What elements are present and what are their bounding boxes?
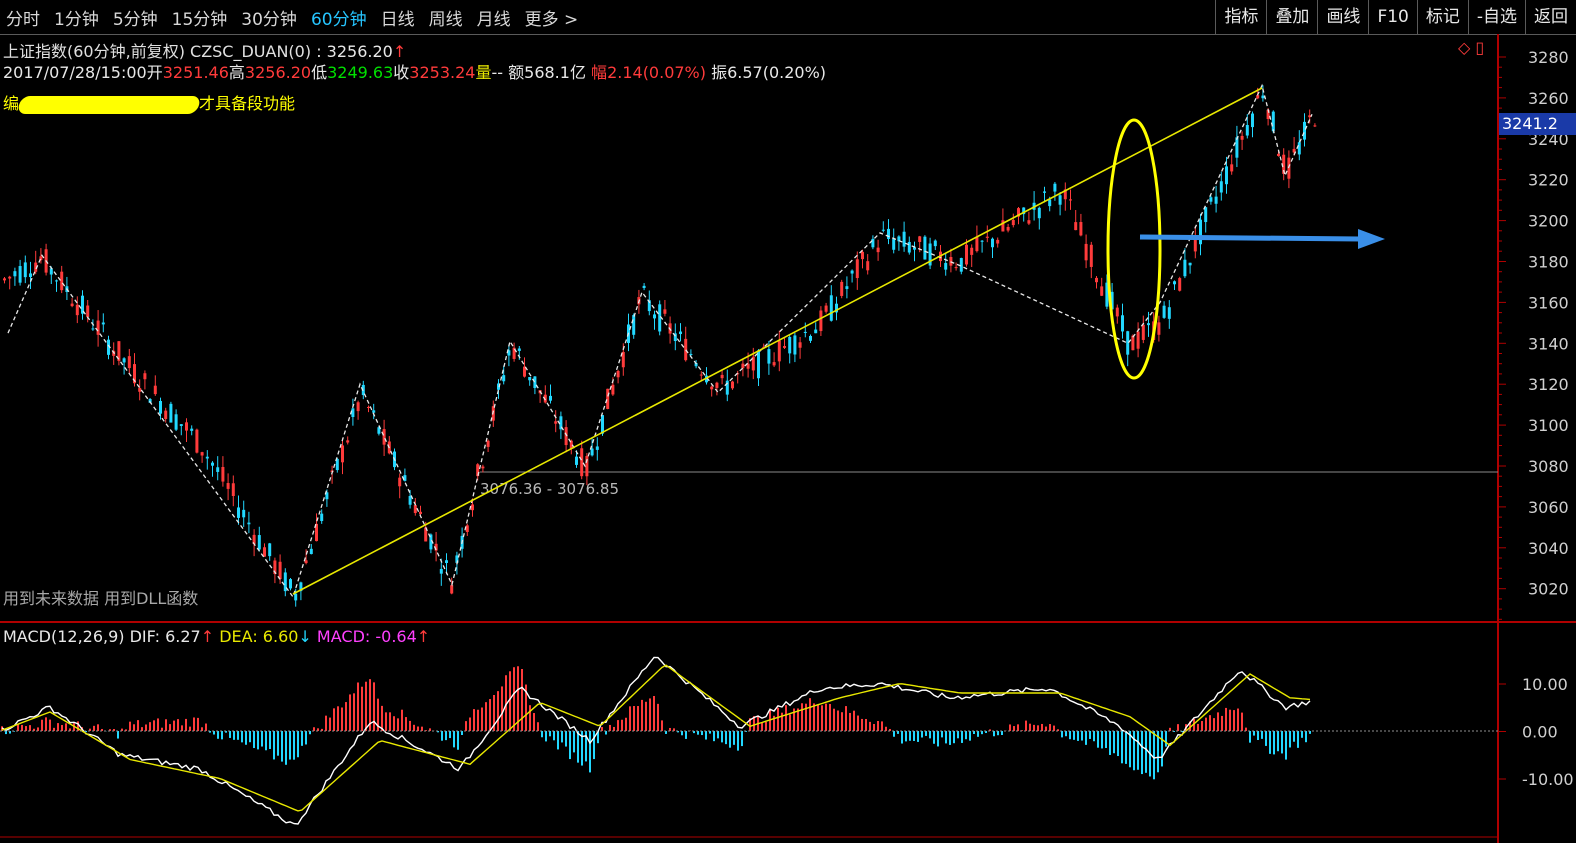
chart-title-line: 上证指数(60分钟,前复权) CZSC_DUAN(0) : 3256.20↑ bbox=[3, 38, 406, 62]
dif-value: 6.27 bbox=[165, 627, 201, 646]
range-label: 3076.36 - 3076.85 bbox=[480, 480, 619, 498]
tool-button-3[interactable]: F10 bbox=[1368, 0, 1416, 34]
amplitude-value: 6.57(0.20%) bbox=[727, 63, 827, 82]
close-value: 3253.24 bbox=[409, 63, 476, 82]
chart-tools: 指标 叠加 画线 F10 标记 -自选 返回 bbox=[1215, 0, 1576, 34]
period-tabs: 分时 1分钟 5分钟 15分钟 30分钟 60分钟 日线 周线 月线 更多 > bbox=[0, 0, 586, 34]
tab-9[interactable]: 更多 > bbox=[524, 9, 579, 30]
macd-tick: 10.00 bbox=[1522, 675, 1568, 694]
price-tick: 3200 bbox=[1528, 212, 1569, 231]
dea-line bbox=[1, 664, 1311, 812]
price-tick: 3100 bbox=[1528, 416, 1569, 435]
price-tick: 3280 bbox=[1528, 48, 1569, 67]
tab-2[interactable]: 5分钟 bbox=[112, 9, 158, 30]
macd-value: -0.64 bbox=[375, 627, 417, 646]
arrow-shaft bbox=[1139, 234, 1361, 242]
tab-4[interactable]: 30分钟 bbox=[241, 9, 297, 30]
indicator-footnote: 用到未来数据 用到DLL函数 bbox=[3, 589, 199, 608]
tool-button-0[interactable]: 指标 bbox=[1215, 0, 1266, 34]
price-tick: 3220 bbox=[1528, 171, 1569, 190]
price-tick: 3120 bbox=[1528, 375, 1569, 394]
tab-1[interactable]: 1分钟 bbox=[54, 9, 99, 30]
change-value: 2.14(0.07%) bbox=[607, 63, 706, 82]
price-tick: 3080 bbox=[1528, 457, 1569, 476]
tab-5[interactable]: 60分钟 bbox=[310, 9, 367, 30]
tab-8[interactable]: 月线 bbox=[476, 9, 511, 30]
price-tick: 3040 bbox=[1528, 539, 1569, 558]
volume-value: -- bbox=[491, 63, 504, 82]
low-value: 3249.63 bbox=[327, 63, 394, 82]
dea-value: 6.60 bbox=[262, 627, 299, 646]
bar-date: 2017/07/28/15:00 bbox=[3, 63, 147, 82]
chart-options-icons[interactable]: ◇ ▯ bbox=[1458, 38, 1485, 57]
tool-button-5[interactable]: -自选 bbox=[1467, 0, 1525, 34]
tool-button-2[interactable]: 画线 bbox=[1317, 0, 1368, 34]
chart-title: 上证指数(60分钟,前复权) CZSC_DUAN(0) bbox=[3, 42, 312, 61]
dif-line bbox=[1, 656, 1311, 825]
ohlc-line: 2017/07/28/15:00开3251.46高3256.20低3249.63… bbox=[3, 63, 827, 82]
tab-6[interactable]: 日线 bbox=[380, 9, 415, 30]
trend-line[interactable] bbox=[292, 87, 1263, 595]
arrow-right-icon bbox=[1358, 229, 1385, 249]
price-tick: 3060 bbox=[1528, 498, 1569, 517]
period-toolbar: 分时 1分钟 5分钟 15分钟 30分钟 60分钟 日线 周线 月线 更多 > 指标 叠加 画线 F10… bbox=[0, 0, 1576, 35]
price-tick: 3020 bbox=[1528, 580, 1569, 599]
cursor-price-tag: 3241.2 bbox=[1499, 113, 1576, 135]
price-axis: 3280326032403220320031803160314031203100… bbox=[1498, 48, 1569, 620]
macd-axis: 10.00 0.00 -10.00 bbox=[1498, 675, 1574, 789]
tab-3[interactable]: 15分钟 bbox=[171, 9, 228, 30]
price-tick: 3140 bbox=[1528, 334, 1569, 353]
high-value: 3256.20 bbox=[244, 63, 312, 82]
macd-histogram bbox=[1, 666, 1311, 780]
amount-value: 568.1亿 bbox=[524, 63, 586, 82]
arrow-up-icon: ↑ bbox=[392, 42, 407, 61]
tab-0[interactable]: 分时 bbox=[6, 9, 40, 30]
tool-button-1[interactable]: 叠加 bbox=[1266, 0, 1317, 34]
price-tick: 3180 bbox=[1528, 253, 1569, 272]
segment-zigzag-line bbox=[7, 83, 1313, 599]
price-tick: 3160 bbox=[1528, 293, 1569, 312]
macd-tick: 0.00 bbox=[1522, 723, 1558, 742]
tool-button-6[interactable]: 返回 bbox=[1525, 0, 1576, 34]
candles bbox=[3, 85, 1317, 607]
tool-button-4[interactable]: 标记 bbox=[1416, 0, 1468, 34]
price-tick: 3260 bbox=[1528, 89, 1569, 108]
tab-7[interactable]: 周线 bbox=[428, 9, 463, 30]
highlight-ellipse bbox=[1106, 118, 1162, 380]
macd-tick: -10.00 bbox=[1522, 770, 1574, 789]
last-value: : 3256.20 bbox=[316, 42, 393, 61]
open-value: 3251.46 bbox=[162, 63, 229, 82]
macd-legend: MACD(12,26,9) DIF: 6.27↑ DEA: 6.60↓ MACD… bbox=[3, 627, 431, 646]
indicator-warning: 编才具备段功能 bbox=[3, 94, 296, 114]
